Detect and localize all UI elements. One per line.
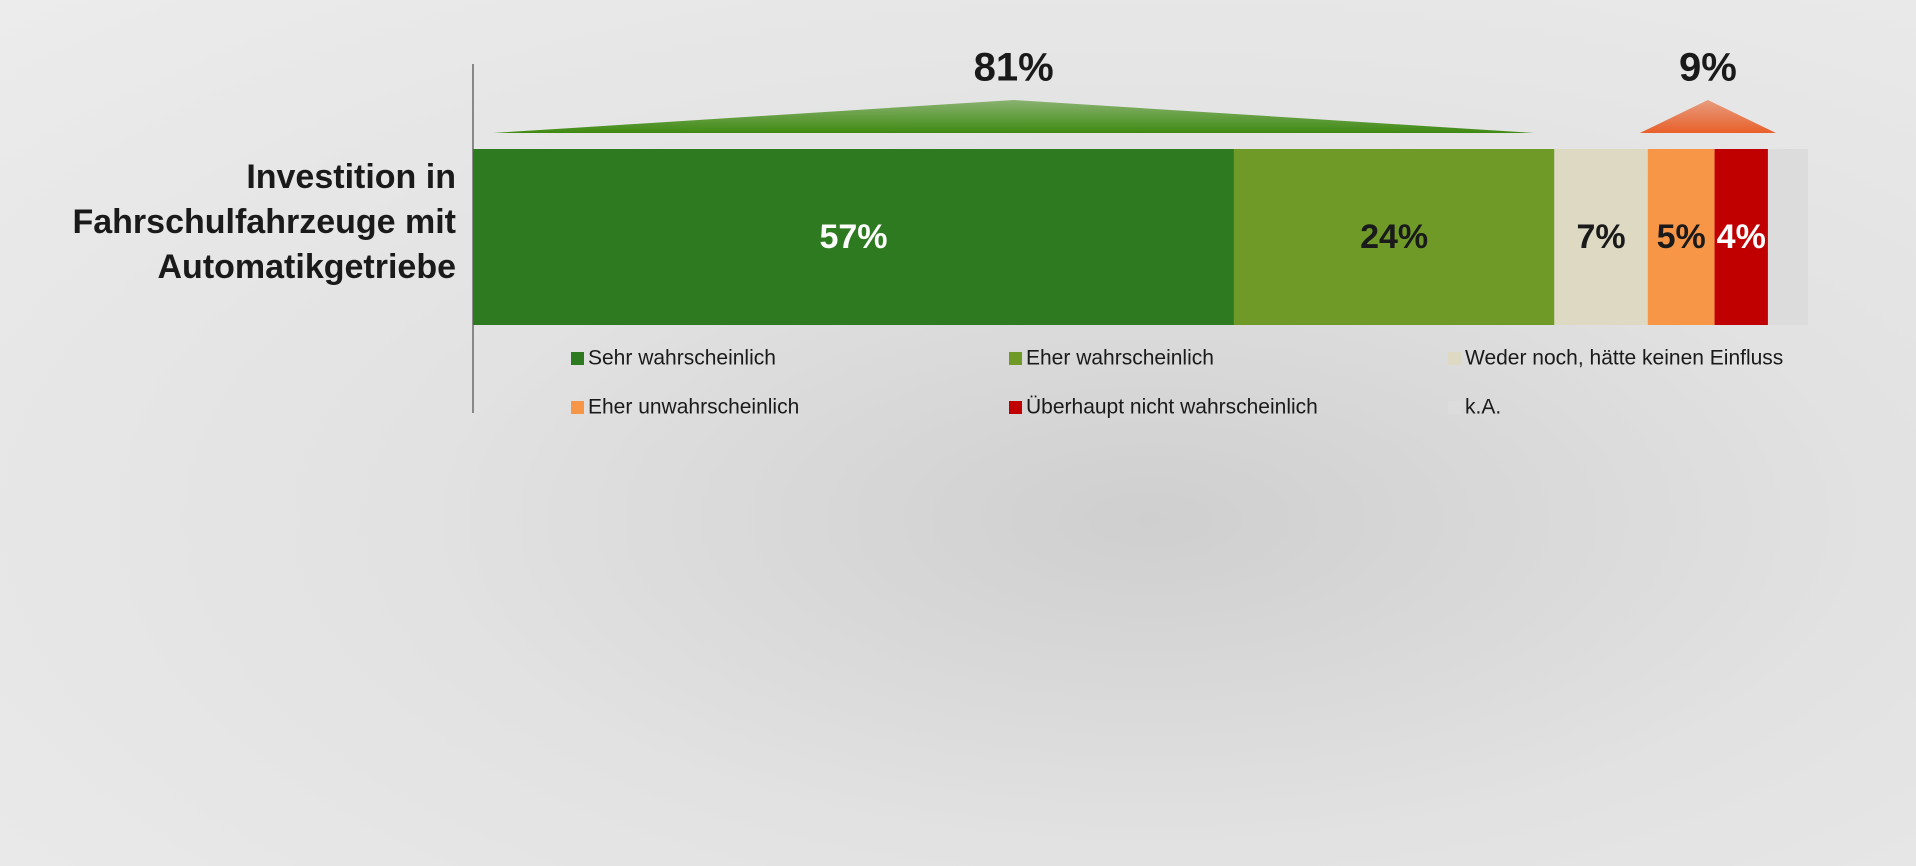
value-label: 7% [1577,218,1626,256]
legend-label: Eher unwahrscheinlich [588,396,799,419]
bar-segment [1714,149,1768,325]
legend-label: Sehr wahrscheinlich [588,347,776,370]
value-label: 4% [1717,218,1766,256]
summary-triangle [1639,100,1776,133]
legend-swatch [1009,352,1022,365]
legend-swatch [1448,352,1461,365]
legend-label: k.A. [1465,396,1501,419]
summary-label: 81% [974,46,1054,90]
bar-segment [1554,149,1648,325]
bar-segment [1647,149,1715,325]
legend-label: Weder noch, hätte keinen Einfluss [1465,347,1783,370]
legend-label: Eher wahrscheinlich [1026,347,1214,370]
legend-label: Überhaupt nicht wahrscheinlich [1026,396,1318,419]
category-label: Investition in Fahrschulfahrzeuge mit Au… [72,158,456,286]
legend-swatch [1448,401,1461,414]
summary-label: 9% [1679,46,1737,90]
legend-swatch [1009,401,1022,414]
legend-swatch [571,352,584,365]
legend-swatch [571,401,584,414]
bar-segment [1767,149,1808,325]
value-label: 57% [819,218,887,256]
bar-segment [1233,149,1555,325]
bar-segment [473,149,1234,325]
summary-triangle [493,100,1535,133]
value-label: 5% [1657,218,1706,256]
value-label: 24% [1360,218,1428,256]
